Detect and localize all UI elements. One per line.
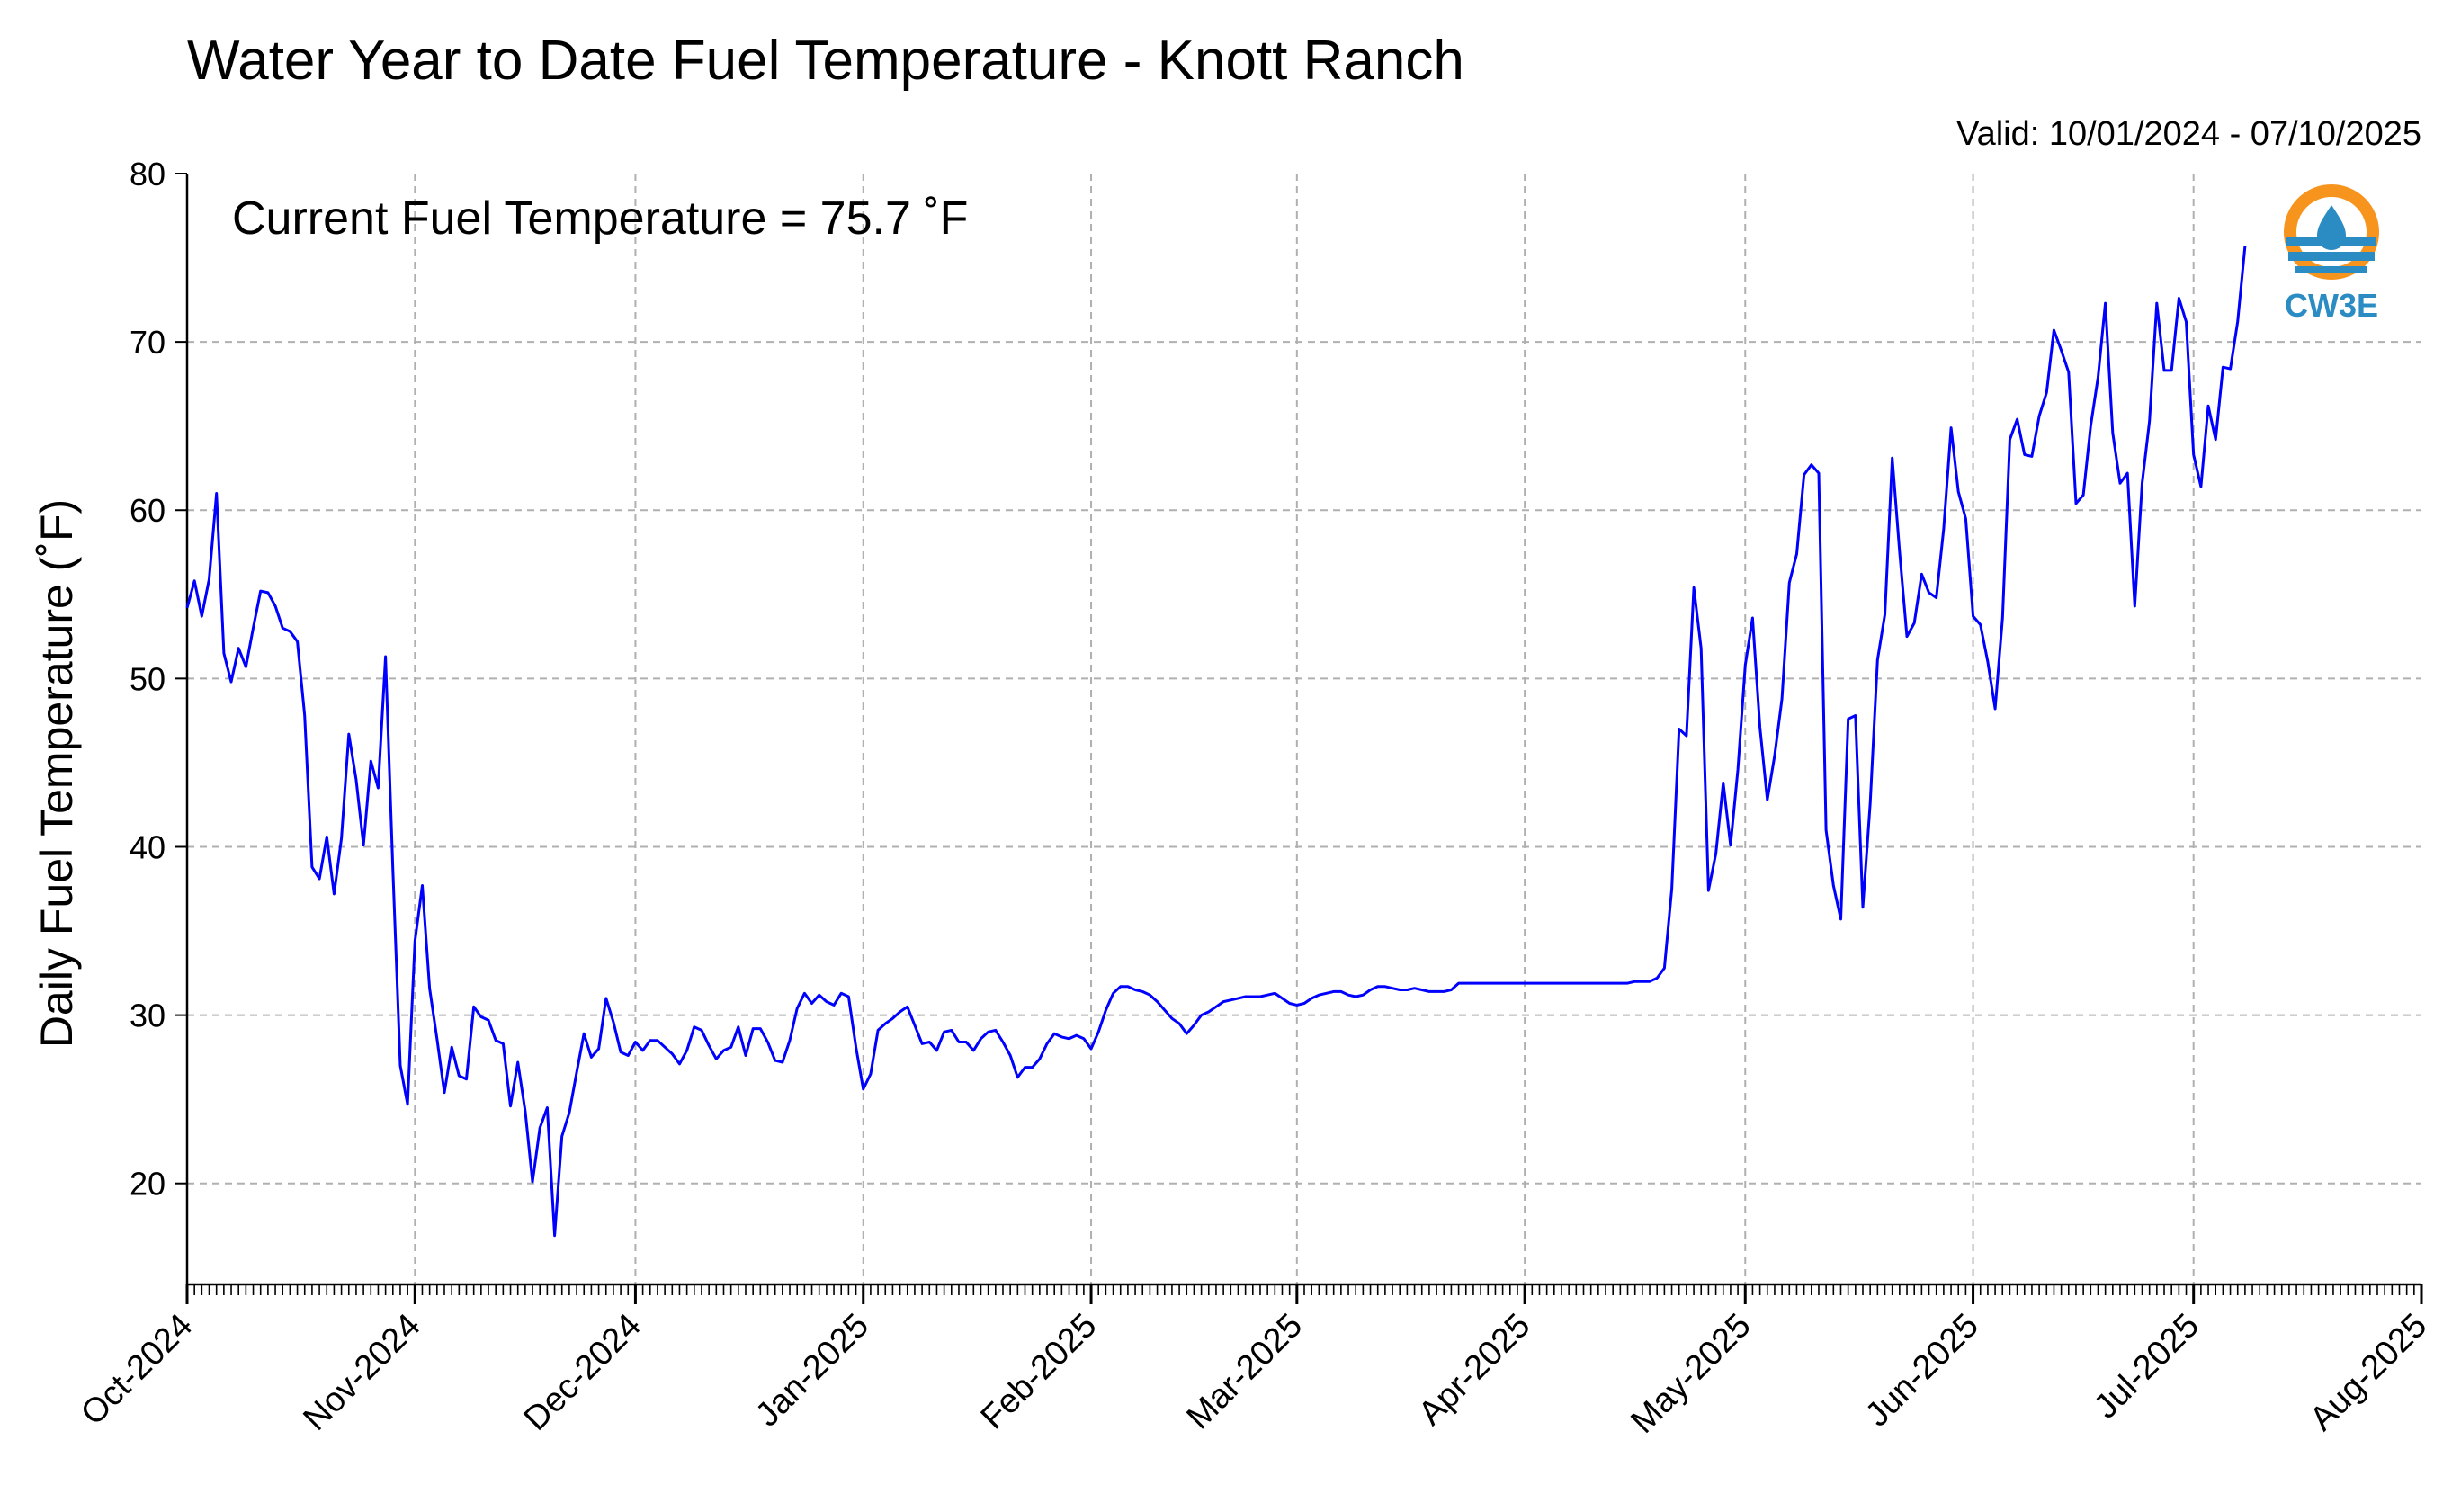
y-tick-label: 50 <box>130 660 166 697</box>
y-tick-label: 80 <box>130 156 166 192</box>
water-drop-icon <box>2317 205 2346 250</box>
y-axis-label: Daily Fuel Temperature (˚F) <box>31 499 82 1048</box>
y-tick-label: 40 <box>130 828 166 865</box>
y-tick-label: 60 <box>130 492 166 529</box>
x-tick-label: Apr-2025 <box>1411 1307 1537 1433</box>
logo-wave-2 <box>2288 252 2375 261</box>
x-tick-label: May-2025 <box>1624 1307 1758 1441</box>
grid-lines <box>187 174 2421 1284</box>
x-tick-label: Jun-2025 <box>1858 1307 1986 1435</box>
x-tick-label: Jan-2025 <box>748 1307 876 1435</box>
valid-date-range: Valid: 10/01/2024 - 07/10/2025 <box>1956 115 2421 153</box>
x-tick-label: Mar-2025 <box>1179 1307 1310 1437</box>
x-tick-label: Jul-2025 <box>2087 1307 2206 1427</box>
fuel-temperature-series-line <box>185 246 2247 1238</box>
logo-label: CW3E <box>2285 287 2378 324</box>
chart-title: Water Year to Date Fuel Temperature - Kn… <box>187 30 1464 92</box>
plot-area <box>185 246 2247 1238</box>
x-minor-ticks <box>186 1284 2422 1295</box>
y-tick-label: 30 <box>130 998 166 1034</box>
axes: 20 30 40 50 60 70 80 Oct-2024 Nov-2024 Dec-2024 Ja… <box>74 156 2434 1441</box>
x-tick-label: Oct-2024 <box>74 1307 200 1433</box>
cw3e-logo: CW3E <box>2284 184 2379 324</box>
x-tick-label: Nov-2024 <box>296 1307 427 1438</box>
x-tick-label: Dec-2024 <box>517 1307 649 1438</box>
y-tick-label: 20 <box>130 1166 166 1203</box>
x-tick-label: Aug-2025 <box>2303 1307 2434 1438</box>
x-tick-label: Feb-2025 <box>974 1307 1105 1437</box>
y-tick-label: 70 <box>130 324 166 361</box>
current-fuel-temperature-annotation: Current Fuel Temperature = 75.7 ˚F <box>232 192 968 245</box>
logo-wave-3 <box>2295 266 2367 273</box>
